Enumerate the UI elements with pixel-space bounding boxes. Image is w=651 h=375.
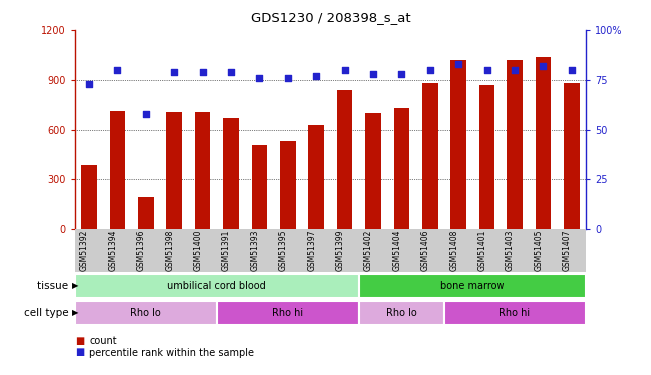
Text: Rho lo: Rho lo <box>130 308 161 318</box>
Point <box>112 67 122 73</box>
Text: GSM51402: GSM51402 <box>364 230 373 272</box>
Text: Rho hi: Rho hi <box>499 308 531 318</box>
Bar <box>394 108 409 229</box>
Text: GSM51398: GSM51398 <box>165 230 174 272</box>
Text: GDS1230 / 208398_s_at: GDS1230 / 208398_s_at <box>251 11 410 24</box>
Text: Rho lo: Rho lo <box>386 308 417 318</box>
Point <box>368 71 378 77</box>
Text: GSM51394: GSM51394 <box>109 230 117 272</box>
Text: cell type: cell type <box>23 308 72 318</box>
Bar <box>309 125 324 229</box>
Text: GSM51392: GSM51392 <box>80 230 89 272</box>
Text: Rho hi: Rho hi <box>272 308 303 318</box>
Text: bone marrow: bone marrow <box>440 281 505 291</box>
Bar <box>422 83 437 229</box>
Point <box>510 67 520 73</box>
Bar <box>75 274 359 298</box>
Bar <box>223 118 239 229</box>
Point <box>283 75 293 81</box>
Text: GSM51397: GSM51397 <box>307 230 316 272</box>
Text: GSM51406: GSM51406 <box>421 230 430 272</box>
Text: GSM51407: GSM51407 <box>562 230 572 272</box>
Text: GSM51408: GSM51408 <box>449 230 458 272</box>
Text: GSM51391: GSM51391 <box>222 230 231 272</box>
Text: count: count <box>89 336 117 346</box>
Point <box>566 67 577 73</box>
Bar <box>81 165 97 229</box>
Point <box>396 71 407 77</box>
Bar <box>478 85 494 229</box>
Bar <box>75 301 217 325</box>
Point <box>481 67 492 73</box>
Bar <box>167 111 182 229</box>
Text: percentile rank within the sample: percentile rank within the sample <box>89 348 254 357</box>
Text: umbilical cord blood: umbilical cord blood <box>167 281 266 291</box>
Point <box>311 73 322 79</box>
Text: GSM51396: GSM51396 <box>137 230 146 272</box>
Bar <box>450 60 466 229</box>
Bar <box>138 197 154 229</box>
Text: GSM51403: GSM51403 <box>506 230 515 272</box>
Bar <box>337 90 352 229</box>
Bar <box>217 301 359 325</box>
Text: GSM51399: GSM51399 <box>335 230 344 272</box>
Text: GSM51393: GSM51393 <box>251 230 259 272</box>
Text: GSM51395: GSM51395 <box>279 230 288 272</box>
Bar <box>564 83 579 229</box>
Point <box>169 69 180 75</box>
Point <box>424 67 435 73</box>
Text: GSM51405: GSM51405 <box>534 230 544 272</box>
Text: GSM51400: GSM51400 <box>193 230 202 272</box>
Point <box>538 63 549 69</box>
Text: GSM51404: GSM51404 <box>393 230 402 272</box>
Bar <box>507 60 523 229</box>
Point <box>226 69 236 75</box>
Bar <box>359 274 586 298</box>
Bar <box>365 113 381 229</box>
Point <box>453 61 464 67</box>
Point <box>141 111 151 117</box>
Bar <box>444 301 586 325</box>
Bar <box>109 111 125 229</box>
Text: ■: ■ <box>75 336 84 346</box>
Bar <box>195 111 210 229</box>
Bar <box>359 301 444 325</box>
Text: GSM51401: GSM51401 <box>478 230 486 272</box>
Point <box>339 67 350 73</box>
Point <box>197 69 208 75</box>
Point <box>254 75 264 81</box>
Bar <box>251 145 267 229</box>
Bar <box>280 141 296 229</box>
Text: ▶: ▶ <box>72 281 78 290</box>
Text: tissue: tissue <box>37 281 72 291</box>
Text: ▶: ▶ <box>72 308 78 317</box>
Text: ■: ■ <box>75 348 84 357</box>
Bar <box>536 57 551 229</box>
Point <box>84 81 94 87</box>
